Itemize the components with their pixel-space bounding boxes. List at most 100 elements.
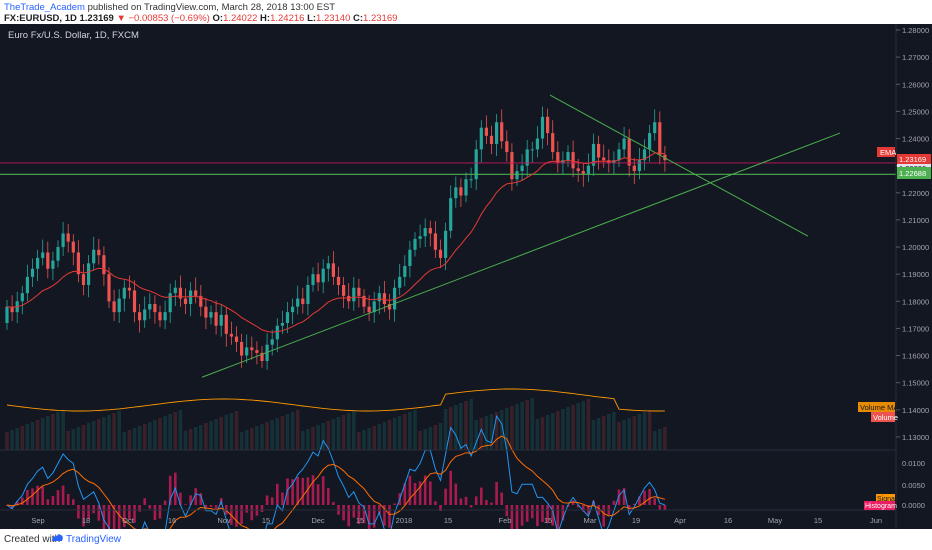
histogram-bar [546, 505, 549, 524]
candle-body [189, 290, 193, 305]
support-value-text: 1.22688 [899, 169, 926, 178]
candle-body [459, 187, 463, 196]
candle-body [229, 333, 233, 337]
price-tick-label: 1.16000 [902, 352, 929, 361]
price-tick-label: 1.27000 [902, 53, 929, 62]
volume-bar [336, 417, 341, 450]
chart-title: Euro Fx/U.S. Dollar, 1D, FXCM [8, 30, 139, 41]
histogram-bar [245, 505, 248, 513]
candle-body [540, 116, 545, 139]
candle-body [393, 287, 397, 310]
candle-body [173, 287, 177, 294]
histogram-bar [469, 505, 473, 508]
chart-area[interactable]: Euro Fx/U.S. Dollar, 1D, FXCM 1.28000 1.2… [0, 24, 932, 529]
volume-bar [346, 413, 351, 450]
candle-body [627, 138, 631, 166]
histogram-bar [21, 497, 24, 505]
histogram-bar [332, 502, 335, 505]
volume-bar [413, 410, 417, 450]
volume-bar [40, 418, 45, 450]
candle-body [97, 249, 101, 256]
candle-body [403, 266, 407, 277]
volume-bar [178, 410, 183, 450]
candle-body [418, 236, 422, 239]
volume-bar [280, 416, 285, 450]
histogram-bar [388, 505, 391, 528]
histogram-bar [525, 505, 529, 522]
time-tick-label: Sep [31, 516, 44, 525]
volume-bar [617, 422, 621, 450]
histogram-bar [515, 505, 519, 529]
author-link[interactable]: TheTrade_Academ [4, 2, 85, 13]
tradingview-logo-icon[interactable] [50, 532, 64, 547]
volume-bar [153, 420, 157, 450]
candle-body [653, 122, 657, 134]
candle-body [622, 138, 626, 150]
candle-body [525, 149, 529, 166]
time-axis[interactable]: Sep 18 Oct 16 Nov 15 Dec 15 2018 15 Feb 15 Mar 19 Apr 1… [31, 516, 882, 525]
volume-bar [372, 426, 376, 450]
macd-tick-label: 0.0000 [902, 501, 925, 510]
volume-bar [612, 412, 616, 450]
macd-tick-label: 0.0100 [902, 459, 925, 468]
histogram-bar [444, 488, 447, 505]
candle-body [81, 274, 86, 286]
price-tick-label: 1.26000 [902, 80, 929, 89]
time-tick-label: 2018 [396, 516, 413, 525]
histogram-bar [117, 505, 121, 529]
volume-bar [5, 432, 9, 450]
last-price: 1.23169 [79, 13, 114, 24]
volume-bar [321, 423, 325, 450]
volume-bar [454, 405, 458, 450]
histogram-bar [209, 505, 213, 508]
histogram-bar [643, 490, 646, 505]
candle-body [535, 138, 539, 150]
price-tick-label: 1.18000 [902, 297, 929, 306]
histogram-badge [864, 501, 895, 510]
volume-bar [204, 423, 208, 450]
histogram-bar [663, 505, 667, 511]
candle-body [357, 287, 361, 296]
histogram-bar [617, 489, 621, 505]
histogram-bar [123, 505, 126, 528]
ascending-trendline[interactable] [201, 132, 841, 378]
volume-bar [535, 419, 540, 450]
price-chart[interactable]: Euro Fx/U.S. Dollar, 1D, FXCM 1.28000 1.2… [0, 24, 932, 529]
volume-bar [357, 432, 361, 450]
candle-body [71, 241, 75, 253]
volume-bar [316, 425, 320, 450]
histogram-bar [316, 484, 320, 505]
high-label: H: [260, 13, 271, 24]
histogram-bar [347, 505, 350, 527]
descending-trendline[interactable] [549, 94, 809, 237]
volume-bar [168, 414, 172, 450]
volume-bar [224, 415, 229, 450]
volume-bar [163, 416, 167, 450]
candle-body [76, 252, 80, 275]
candle-body [658, 122, 662, 155]
histogram-bar [622, 488, 626, 505]
volume-bar [377, 424, 382, 450]
price-tick-label: 1.25000 [902, 107, 929, 116]
volume-bar [505, 408, 509, 450]
candle-body [428, 228, 432, 234]
tradingview-brand-link[interactable]: TradingView [66, 534, 122, 545]
candle-body [372, 301, 376, 313]
volume-bar [20, 426, 25, 450]
histogram-bar [454, 483, 458, 505]
time-tick-label: 15 [544, 516, 552, 525]
volume-bar [556, 411, 560, 450]
candle-body [321, 268, 325, 283]
volume-bar [15, 428, 19, 450]
macd-tick-label: 0.0050 [902, 481, 925, 490]
time-tick-label: May [768, 516, 782, 525]
histogram-bar [551, 505, 554, 526]
volume-bar [438, 423, 443, 450]
histogram-bar [301, 477, 305, 505]
symbol-quote: FX:EURUSD, 1D 1.23169 ▼ −0.00853 (−0.69%… [4, 13, 397, 24]
candle-body [127, 287, 131, 291]
histogram-bar [240, 505, 243, 525]
volume-bar [469, 399, 473, 450]
candle-body [438, 249, 443, 258]
candle-body [464, 179, 468, 196]
